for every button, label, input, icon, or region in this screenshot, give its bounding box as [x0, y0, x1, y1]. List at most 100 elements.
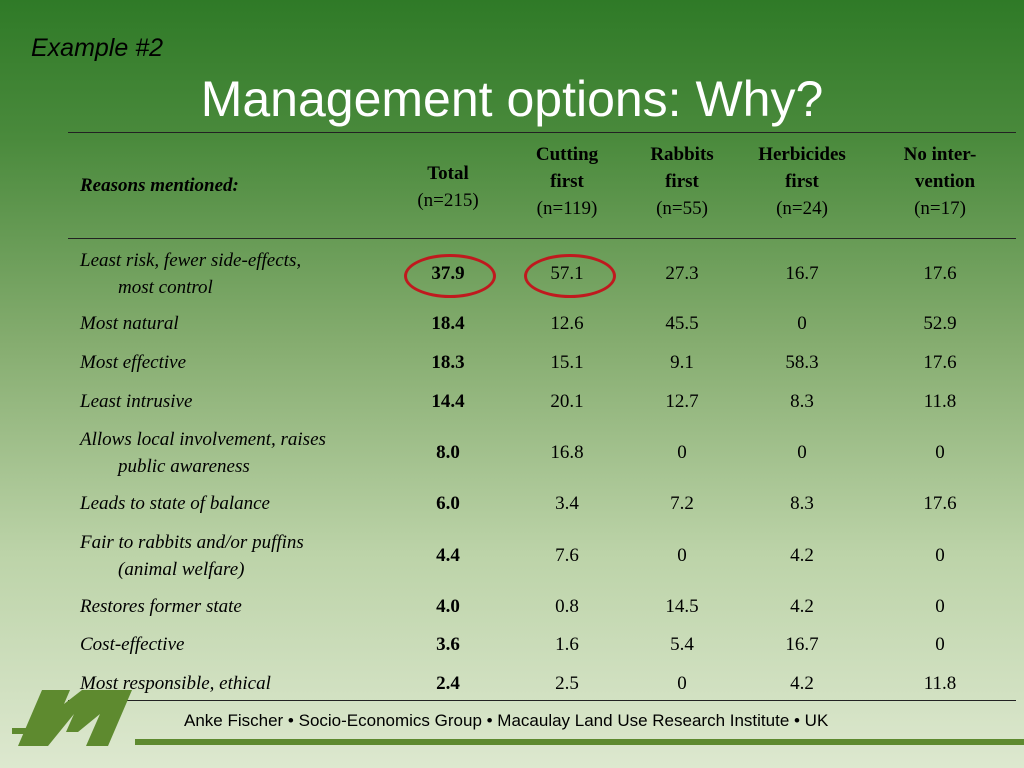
- column-header-line: first: [665, 171, 699, 192]
- row-reason-line: Most natural: [80, 313, 179, 334]
- column-header-cutting: Cutting first (n=119): [517, 141, 617, 222]
- row-reason: Most responsible, ethical: [80, 670, 400, 697]
- cell-cutting: 2.5: [555, 673, 579, 694]
- row-reason-line: Restores former state: [80, 596, 242, 617]
- cell-rabbits: 0: [677, 545, 687, 566]
- row-reason-line: Leads to state of balance: [80, 493, 270, 514]
- cell-cutting: 16.8: [550, 442, 584, 463]
- cell-herbicides: 0: [797, 442, 807, 463]
- cell-herbicides: 16.7: [785, 634, 819, 655]
- cell-none: 17.6: [923, 263, 957, 284]
- cell-rabbits: 9.1: [670, 352, 694, 373]
- row-reason: Most effective: [80, 349, 400, 376]
- row-reason-line: Least risk, fewer side-effects,: [80, 250, 302, 271]
- row-reason: Fair to rabbits and/or puffins (animal we…: [80, 529, 400, 583]
- cell-none: 0: [935, 545, 945, 566]
- cell-none: 0: [935, 596, 945, 617]
- cell-none: 17.6: [923, 493, 957, 514]
- row-reason: Most natural: [80, 310, 400, 337]
- cell-cutting: 1.6: [555, 634, 579, 655]
- table-top-rule: [68, 132, 1016, 133]
- column-header-no-intervention: No inter- vention (n=17): [880, 141, 1000, 222]
- cell-herbicides: 4.2: [790, 596, 814, 617]
- row-reason-line: Least intrusive: [80, 391, 193, 412]
- highlight-circle-total: [404, 254, 496, 298]
- row-reason: Least intrusive: [80, 388, 400, 415]
- cell-herbicides: 0: [797, 313, 807, 334]
- cell-cutting: 15.1: [550, 352, 584, 373]
- column-header-herbicides: Herbicides first (n=24): [742, 141, 862, 222]
- row-reason-line: Allows local involvement, raises: [80, 429, 326, 450]
- cell-herbicides: 58.3: [785, 352, 819, 373]
- cell-none: 17.6: [923, 352, 957, 373]
- column-header-line: (n=119): [536, 198, 598, 219]
- cell-rabbits: 27.3: [665, 263, 699, 284]
- cell-total: 2.4: [436, 673, 460, 694]
- table-bottom-rule: [68, 700, 1016, 701]
- highlight-circle-cutting: [524, 254, 616, 298]
- example-label: Example #2: [31, 34, 164, 62]
- cell-total: 14.4: [431, 391, 465, 412]
- cell-rabbits: 5.4: [670, 634, 694, 655]
- cell-total: 8.0: [436, 442, 460, 463]
- column-header-line: (n=55): [656, 198, 708, 219]
- cell-herbicides: 8.3: [790, 391, 814, 412]
- column-header-rabbits: Rabbits first (n=55): [632, 141, 732, 222]
- column-header-line: Total: [427, 163, 469, 184]
- column-header-line: first: [550, 171, 584, 192]
- column-header-total: Total (n=215): [398, 160, 498, 214]
- cell-total: 6.0: [436, 493, 460, 514]
- row-reason: Cost-effective: [80, 631, 400, 658]
- cell-herbicides: 8.3: [790, 493, 814, 514]
- column-header-line: (n=24): [776, 198, 828, 219]
- cell-none: 52.9: [923, 313, 957, 334]
- cell-none: 0: [935, 634, 945, 655]
- cell-cutting: 20.1: [550, 391, 584, 412]
- cell-rabbits: 0: [677, 442, 687, 463]
- column-header-line: vention: [914, 171, 976, 192]
- row-reason-line: Most responsible, ethical: [80, 673, 271, 694]
- cell-cutting: 3.4: [555, 493, 579, 514]
- cell-herbicides: 16.7: [785, 263, 819, 284]
- cell-rabbits: 0: [677, 673, 687, 694]
- cell-herbicides: 4.2: [790, 673, 814, 694]
- column-header-line: (n=215): [417, 190, 479, 211]
- column-header-line: first: [785, 171, 819, 192]
- footer-bar: [135, 739, 1024, 745]
- slide-title: Management options: Why?: [0, 70, 1024, 128]
- cell-rabbits: 7.2: [670, 493, 694, 514]
- row-reason: Least risk, fewer side-effects, most cont…: [80, 247, 400, 301]
- cell-cutting: 7.6: [555, 545, 579, 566]
- row-reason: Leads to state of balance: [80, 490, 400, 517]
- cell-total: 3.6: [436, 634, 460, 655]
- reason-column-header: Reasons mentioned:: [80, 175, 239, 196]
- cell-rabbits: 12.7: [665, 391, 699, 412]
- column-header-line: Herbicides: [758, 144, 846, 165]
- cell-total: 4.0: [436, 596, 460, 617]
- footer-credit: Anke Fischer • Socio-Economics Group • M…: [184, 711, 829, 730]
- row-reason-line: Cost-effective: [80, 634, 185, 655]
- cell-total: 18.3: [431, 352, 465, 373]
- row-reason: Restores former state: [80, 593, 400, 620]
- column-header-line: Cutting: [535, 144, 599, 165]
- row-reason-line: public awareness: [118, 456, 250, 477]
- row-reason-line: Fair to rabbits and/or puffins: [80, 532, 304, 553]
- cell-herbicides: 4.2: [790, 545, 814, 566]
- cell-none: 11.8: [923, 673, 957, 694]
- cell-total: 4.4: [436, 545, 460, 566]
- cell-rabbits: 45.5: [665, 313, 699, 334]
- row-reason-line: (animal welfare): [118, 559, 245, 580]
- row-reason-line: most control: [118, 277, 213, 298]
- table-header-rule: [68, 238, 1016, 239]
- row-reason-line: Most effective: [80, 352, 187, 373]
- slide-title-text: Management options: Why?: [200, 71, 824, 127]
- cell-cutting: 0.8: [555, 596, 579, 617]
- column-header-line: No inter-: [903, 144, 977, 165]
- cell-rabbits: 14.5: [665, 596, 699, 617]
- cell-cutting: 12.6: [550, 313, 584, 334]
- cell-none: 11.8: [923, 391, 957, 412]
- column-header-line: (n=17): [914, 198, 966, 219]
- column-header-line: Rabbits: [650, 144, 714, 165]
- cell-total: 18.4: [431, 313, 465, 334]
- institute-logo-icon: [12, 690, 132, 746]
